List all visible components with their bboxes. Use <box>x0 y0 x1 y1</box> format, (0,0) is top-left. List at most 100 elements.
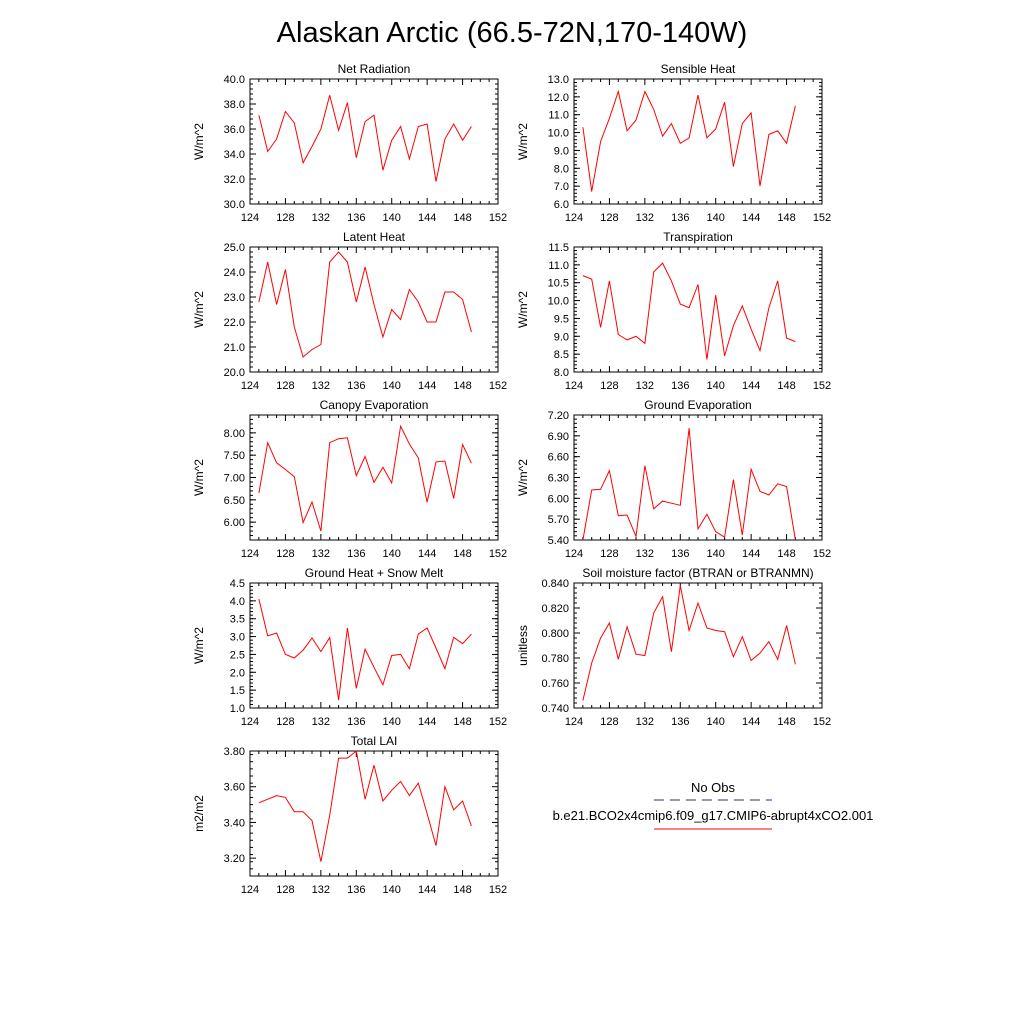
panels-group: 124 128 132 136 140 144 148 152 30.0 32.0 34.0 36.0… <box>192 62 831 896</box>
x-tick-label: 132 <box>636 212 654 224</box>
x-tick-label: 152 <box>489 548 507 560</box>
y-tick-label: 0.840 <box>541 578 569 590</box>
x-tick-label: 152 <box>489 380 507 392</box>
x-tick-label: 128 <box>600 380 618 392</box>
x-tick-label: 144 <box>418 716 436 728</box>
y-tick-label: 2.5 <box>230 649 245 661</box>
legend-label-model: b.e21.BCO2x4cmip6.f09_g17.CMIP6-abrupt4x… <box>553 808 874 823</box>
x-tick-label: 124 <box>241 380 259 392</box>
y-tick-label: 2.0 <box>230 667 245 679</box>
y-tick-label: 0.760 <box>541 678 569 690</box>
plot-frame <box>249 582 499 709</box>
y-tick-label: 6.0 <box>554 199 569 211</box>
x-tick-label: 144 <box>742 380 760 392</box>
x-tick-label: 144 <box>418 380 436 392</box>
y-tick-label: 8.00 <box>224 428 245 440</box>
y-tick-label: 6.90 <box>548 431 569 443</box>
y-tick-label: 30.0 <box>224 199 245 211</box>
panel-title: Canopy Evaporation <box>320 398 429 412</box>
y-tick-label: 9.0 <box>554 331 569 343</box>
y-tick-label: 11.0 <box>548 110 569 122</box>
x-tick-label: 132 <box>312 212 330 224</box>
x-tick-label: 144 <box>742 212 760 224</box>
y-axis-label: W/m^2 <box>192 627 206 664</box>
y-tick-label: 38.0 <box>224 99 245 111</box>
y-tick-label: 7.0 <box>554 181 569 193</box>
panel-title: Sensible Heat <box>661 62 736 76</box>
x-tick-label: 140 <box>383 212 401 224</box>
x-tick-label: 148 <box>453 716 471 728</box>
y-tick-label: 23.0 <box>224 292 245 304</box>
x-tick-label: 148 <box>453 380 471 392</box>
series-line <box>582 428 796 541</box>
x-tick-label: 140 <box>707 548 725 560</box>
x-tick-label: 148 <box>777 212 795 224</box>
y-tick-label: 34.0 <box>224 149 245 161</box>
y-tick-label: 6.00 <box>548 493 569 505</box>
y-axis-label: m2/m2 <box>192 795 206 832</box>
y-axis-label: unitless <box>516 625 530 666</box>
y-tick-label: 4.5 <box>230 578 245 590</box>
x-tick-label: 124 <box>565 716 583 728</box>
x-tick-label: 124 <box>241 884 259 896</box>
x-tick-label: 136 <box>671 548 689 560</box>
x-tick-label: 132 <box>312 884 330 896</box>
x-tick-label: 124 <box>241 212 259 224</box>
x-tick-label: 124 <box>241 716 259 728</box>
y-tick-label: 1.5 <box>230 685 245 697</box>
x-tick-label: 128 <box>276 212 294 224</box>
y-tick-label: 21.0 <box>224 342 245 354</box>
y-tick-label: 0.740 <box>541 703 569 715</box>
plot-frame <box>249 246 499 373</box>
y-tick-label: 40.0 <box>224 74 245 86</box>
panel-title: Net Radiation <box>338 62 411 76</box>
x-tick-label: 128 <box>600 212 618 224</box>
y-axis-label: W/m^2 <box>516 123 530 160</box>
series-line <box>258 251 472 358</box>
x-tick-label: 124 <box>565 548 583 560</box>
x-tick-label: 148 <box>777 380 795 392</box>
y-tick-label: 32.0 <box>224 174 245 186</box>
x-tick-label: 144 <box>742 548 760 560</box>
y-tick-label: 6.50 <box>224 495 245 507</box>
y-tick-label: 3.80 <box>224 746 245 758</box>
x-tick-label: 128 <box>600 716 618 728</box>
x-tick-label: 136 <box>347 884 365 896</box>
y-tick-label: 4.0 <box>230 596 245 608</box>
y-axis-label: W/m^2 <box>192 123 206 160</box>
series-line <box>258 598 472 701</box>
y-tick-label: 10.5 <box>548 278 569 290</box>
y-tick-label: 11.5 <box>548 242 569 254</box>
x-tick-label: 124 <box>565 380 583 392</box>
y-tick-label: 5.70 <box>548 514 569 526</box>
x-tick-label: 136 <box>671 212 689 224</box>
x-tick-label: 128 <box>276 380 294 392</box>
y-tick-label: 8.0 <box>554 367 569 379</box>
y-tick-label: 9.5 <box>554 313 569 325</box>
series-line <box>582 89 796 192</box>
y-tick-label: 24.0 <box>224 267 245 279</box>
y-axis-label: W/m^2 <box>516 459 530 496</box>
y-tick-label: 3.60 <box>224 782 245 794</box>
panel-title: Transpiration <box>663 230 733 244</box>
panel-title: Latent Heat <box>343 230 406 244</box>
x-tick-label: 140 <box>383 380 401 392</box>
legend-label-obs: No Obs <box>691 780 736 795</box>
y-tick-label: 3.20 <box>224 853 245 865</box>
x-tick-label: 148 <box>453 548 471 560</box>
x-tick-label: 136 <box>671 716 689 728</box>
y-tick-label: 36.0 <box>224 124 245 136</box>
legend: No Obs b.e21.BCO2x4cmip6.f09_g17.CMIP6-a… <box>553 780 874 830</box>
panel-title: Ground Heat + Snow Melt <box>305 566 444 580</box>
y-tick-label: 20.0 <box>224 367 245 379</box>
x-tick-label: 136 <box>347 548 365 560</box>
panel-latent-heat: 124 128 132 136 140 144 148 152 20.0 21.0 22.0 23.0… <box>192 230 507 392</box>
y-tick-label: 12.0 <box>548 92 569 104</box>
x-tick-label: 144 <box>418 548 436 560</box>
x-tick-label: 124 <box>241 548 259 560</box>
panel-title: Soil moisture factor (BTRAN or BTRANMN) <box>582 566 813 580</box>
y-tick-label: 10.0 <box>548 128 569 140</box>
plot-frame <box>249 78 499 205</box>
panel-transpiration: 124 128 132 136 140 144 148 152 8.0 8.5 9.0 9.5 10.0… <box>516 230 831 392</box>
